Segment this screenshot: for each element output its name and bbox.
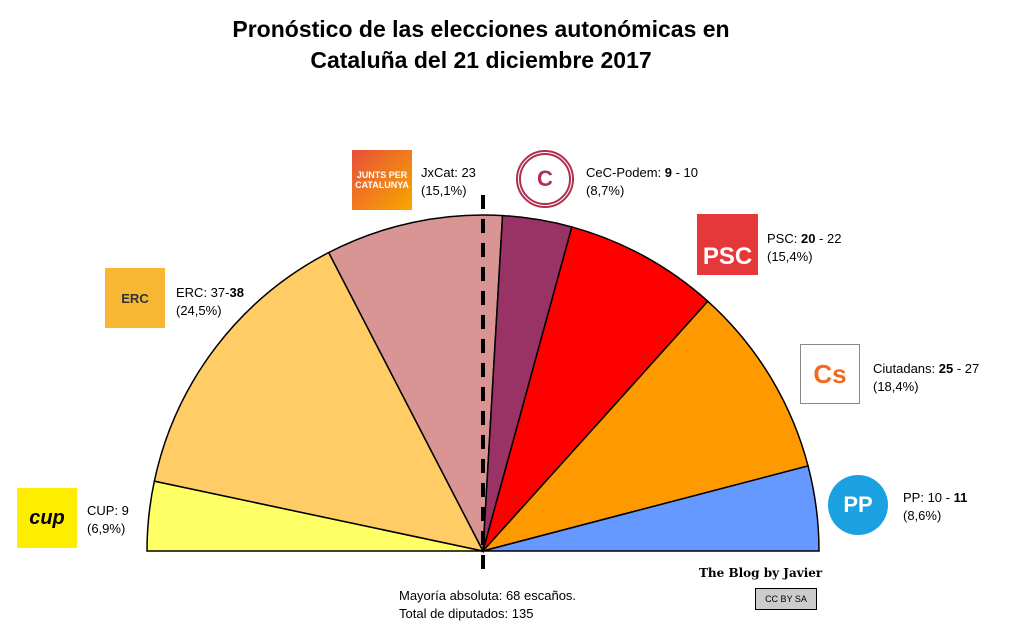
pp-logo: PP (828, 475, 888, 535)
total-note: Total de diputados: 135 (399, 606, 534, 621)
erc-logo: ERC (105, 268, 165, 328)
title-line-2: Cataluña del 21 diciembre 2017 (310, 47, 652, 73)
cc-license-badge: CC BY SA (755, 588, 817, 610)
label-ciutadans: Ciutadans: 25 - 27 (18,4%) (873, 361, 980, 394)
slice-erc (153, 251, 485, 553)
license-text: CC BY SA (765, 594, 807, 604)
label-erc: ERC: 37-38 (24,5%) (176, 285, 244, 318)
cec-podem-logo: C (516, 150, 574, 208)
title-line-1: Pronóstico de las elecciones autonómicas… (232, 16, 730, 42)
chart-notes: Mayoría absoluta: 68 escaños. Total de d… (399, 587, 576, 623)
label-jxcat: JxCat: 23 (15,1%) (421, 165, 476, 198)
blog-credit: The Blog by Javier (699, 566, 823, 580)
cs-logo: Cs (800, 344, 860, 404)
label-psc: PSC: 20 - 22 (15,4%) (767, 231, 842, 264)
slice-psc (482, 226, 709, 552)
slice-pp (482, 465, 820, 552)
cup-logo: cup (17, 488, 77, 548)
jxcat-logo: JUNTS PER CATALUNYA (352, 150, 412, 210)
chart-title: Pronóstico de las elecciones autonómicas… (0, 14, 962, 76)
label-cup: CUP: 9 (6,9%) (87, 503, 129, 536)
psc-logo: PSC (697, 214, 758, 275)
majority-note: Mayoría absoluta: 68 escaños. (399, 588, 577, 603)
slice-ciutadans (480, 300, 809, 553)
label-pp: PP: 10 - 11 (8,6%) (903, 490, 968, 523)
label-cec-podem: CeC-Podem: 9 - 10 (8,7%) (586, 165, 698, 198)
slice-jxcat (327, 214, 504, 554)
